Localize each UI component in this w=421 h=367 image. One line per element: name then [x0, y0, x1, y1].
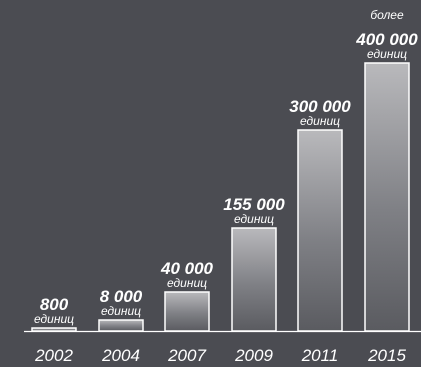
- unit-label-2015: единиц: [367, 47, 407, 61]
- value-label-2002: 800: [40, 295, 69, 314]
- tick-label-2002: 2002: [34, 346, 73, 365]
- unit-label-2009: единиц: [234, 212, 274, 226]
- value-label-2004: 8 000: [100, 287, 143, 306]
- bar-2004: [98, 319, 144, 332]
- bar-2011: [297, 129, 343, 332]
- value-label-2009: 155 000: [223, 195, 285, 214]
- bar-2007: [164, 291, 210, 332]
- value-label-2007: 40 000: [160, 259, 214, 278]
- tick-label-2015: 2015: [367, 346, 406, 365]
- tick-label-2009: 2009: [234, 346, 273, 365]
- unit-label-2002: единиц: [34, 312, 74, 326]
- value-label-2015: 400 000: [355, 30, 418, 49]
- unit-label-2007: единиц: [167, 276, 207, 290]
- value-label-2011: 300 000: [289, 97, 351, 116]
- bars-group: [31, 62, 410, 332]
- tick-label-2011: 2011: [301, 346, 339, 365]
- unit-label-2004: единиц: [101, 304, 141, 318]
- bar-2015: [364, 62, 410, 332]
- tick-label-2007: 2007: [167, 346, 206, 365]
- bar-2002: [31, 327, 77, 332]
- tick-label-2004: 2004: [101, 346, 140, 365]
- bar-2009: [231, 227, 277, 332]
- unit-label-2011: единиц: [300, 114, 340, 128]
- value-prefix-2015: более: [370, 8, 404, 22]
